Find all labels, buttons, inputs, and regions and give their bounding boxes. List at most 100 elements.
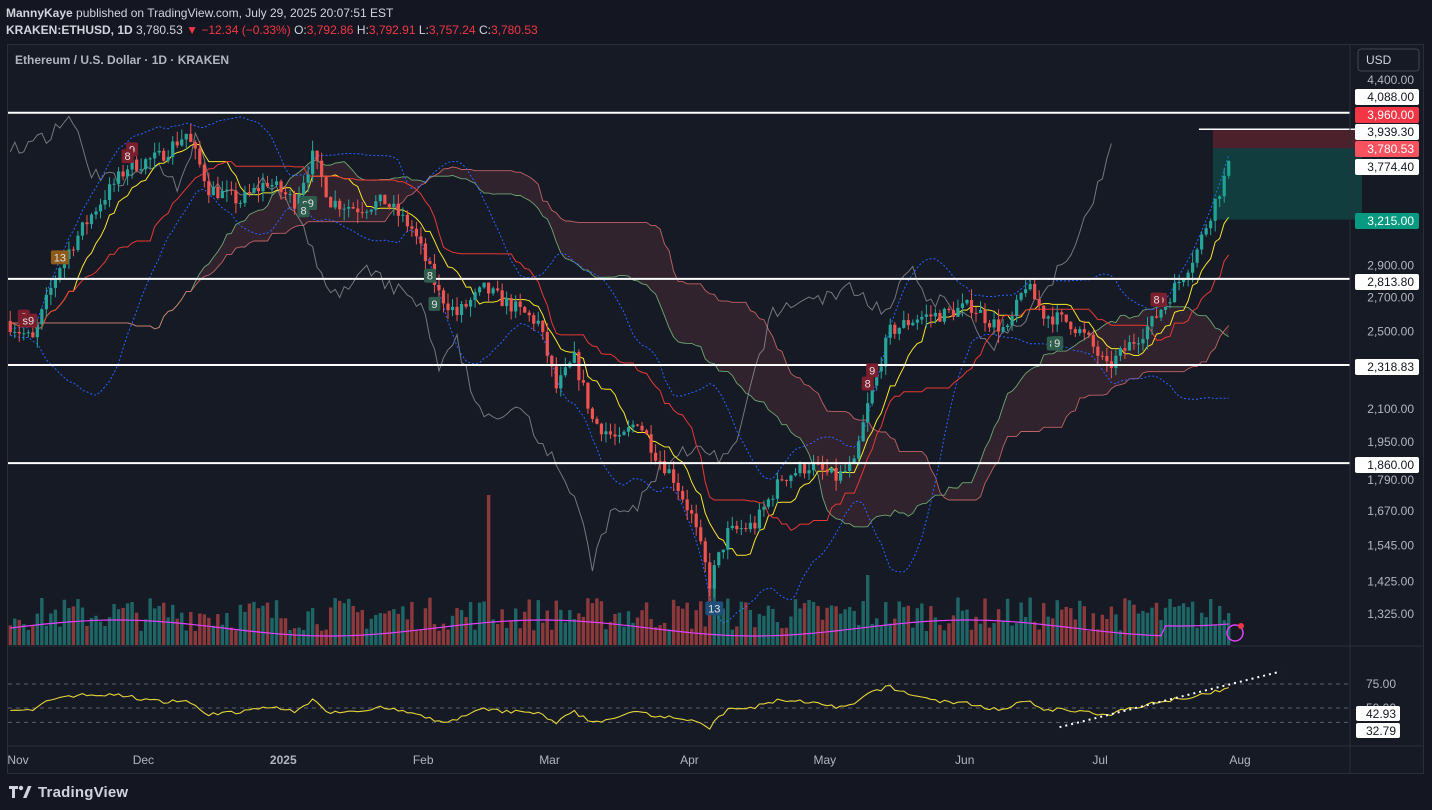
- candle: [256, 187, 261, 192]
- candle: [1064, 314, 1068, 322]
- position-target-zone[interactable]: [1212, 148, 1362, 220]
- candle: [685, 499, 689, 511]
- volume-bar: [301, 629, 306, 645]
- volume-bar: [347, 598, 351, 645]
- candle: [1154, 316, 1159, 318]
- volume-bar: [1001, 621, 1005, 645]
- candle: [374, 201, 378, 210]
- volume-bar: [622, 626, 626, 645]
- candle: [17, 331, 21, 334]
- volume-bar: [568, 610, 572, 645]
- volume-bar: [500, 609, 504, 645]
- price-tag-bg: [1355, 159, 1419, 175]
- volume-bar: [1032, 621, 1037, 645]
- price-tag[interactable]: 1,860.00: [1355, 457, 1419, 473]
- volume-bar: [495, 623, 500, 645]
- alert-dot: [1238, 623, 1244, 629]
- price-tag[interactable]: 2,318.83: [1355, 359, 1419, 375]
- candle: [1015, 299, 1019, 317]
- volume-bar: [464, 617, 468, 645]
- candle: [956, 307, 960, 317]
- candle: [414, 228, 419, 237]
- price-tag-bg: [1355, 359, 1419, 375]
- volume-bar: [67, 608, 71, 645]
- y-tick-label: 2,700.00: [1367, 290, 1414, 304]
- volume-bar: [414, 630, 419, 645]
- candle: [735, 525, 739, 530]
- td-count-badge: [121, 149, 134, 164]
- volume-bar: [80, 607, 85, 645]
- price-tag[interactable]: 2,813.80: [1355, 274, 1419, 290]
- tradingview-logo[interactable]: TradingView: [8, 780, 128, 804]
- x-tick-label: Dec: [133, 753, 154, 767]
- volume-bar: [658, 625, 662, 645]
- candle: [1114, 355, 1118, 368]
- candle: [1118, 348, 1123, 356]
- candle: [234, 190, 238, 204]
- currency-button[interactable]: [1357, 48, 1420, 72]
- volume-bar: [180, 612, 184, 645]
- td-count-marker: 8: [423, 268, 436, 283]
- volume-bar: [410, 601, 414, 645]
- volume-bar: [974, 616, 978, 645]
- candle: [996, 319, 1001, 332]
- tradingview-brand: TradingView: [38, 783, 129, 801]
- volume-bar: [1199, 612, 1204, 645]
- ohlc-row: KRAKEN:ETHUSD, 1D 3,780.53 ▼ −12.34 (−0.…: [6, 22, 538, 39]
- candle: [572, 352, 576, 363]
- volume-bar: [315, 624, 319, 645]
- volume-bar: [175, 618, 179, 645]
- chart-panel[interactable]: [7, 44, 1424, 774]
- candle: [1132, 342, 1136, 344]
- candle: [1100, 355, 1104, 357]
- volume-bar: [337, 600, 342, 645]
- volume-bar: [306, 611, 310, 645]
- candle: [640, 425, 644, 431]
- rsi-tag-label: 32.79: [1366, 724, 1396, 738]
- volume-bar: [1082, 606, 1087, 645]
- candle: [798, 464, 802, 474]
- alert-indicator-icon[interactable]: [1226, 623, 1244, 642]
- senkou-span-a: [10, 159, 1229, 528]
- candle: [67, 249, 71, 259]
- price-tag[interactable]: 3,774.40: [1355, 159, 1419, 175]
- position-stop-zone[interactable]: [1212, 129, 1362, 149]
- x-tick-label: Feb: [413, 753, 434, 767]
- candle: [1082, 329, 1086, 333]
- volume-bar: [292, 628, 297, 645]
- candle: [987, 323, 992, 328]
- candle: [455, 306, 459, 315]
- price-tag[interactable]: 3,780.53: [1355, 141, 1419, 157]
- volume-bar: [134, 612, 139, 645]
- candle: [586, 382, 590, 409]
- rsi-trendline[interactable]: [1059, 670, 1281, 729]
- volume-bar: [617, 612, 622, 645]
- candle: [468, 300, 473, 307]
- price-tag[interactable]: 3,215.00: [1355, 213, 1419, 229]
- volume-bar: [107, 617, 112, 645]
- volume-ma: [10, 619, 1229, 637]
- volume-bar: [369, 618, 373, 645]
- td-count-marker: 9: [428, 296, 441, 311]
- candle: [279, 181, 283, 193]
- volume-bar: [256, 608, 261, 645]
- volume-bar: [680, 608, 685, 645]
- low-value: 3,757.24: [428, 23, 476, 37]
- volume-bar: [992, 623, 996, 645]
- author-name[interactable]: MannyKaye: [6, 6, 73, 20]
- price-tag[interactable]: 4,088.00: [1355, 89, 1419, 105]
- open-label: O:: [294, 23, 307, 37]
- volume-bar: [1190, 601, 1195, 645]
- volume-bar: [920, 603, 924, 645]
- volume-bar: [563, 622, 568, 645]
- candle: [1191, 262, 1195, 273]
- price-tag[interactable]: 3,960.00: [1355, 107, 1419, 123]
- candle: [392, 203, 396, 208]
- candle: [202, 164, 206, 182]
- candle: [653, 452, 658, 461]
- x-tick-label: Apr: [680, 753, 699, 767]
- candle: [306, 174, 310, 183]
- currency-selector[interactable]: USD: [1357, 48, 1420, 72]
- price-tag[interactable]: 3,939.30: [1355, 124, 1419, 140]
